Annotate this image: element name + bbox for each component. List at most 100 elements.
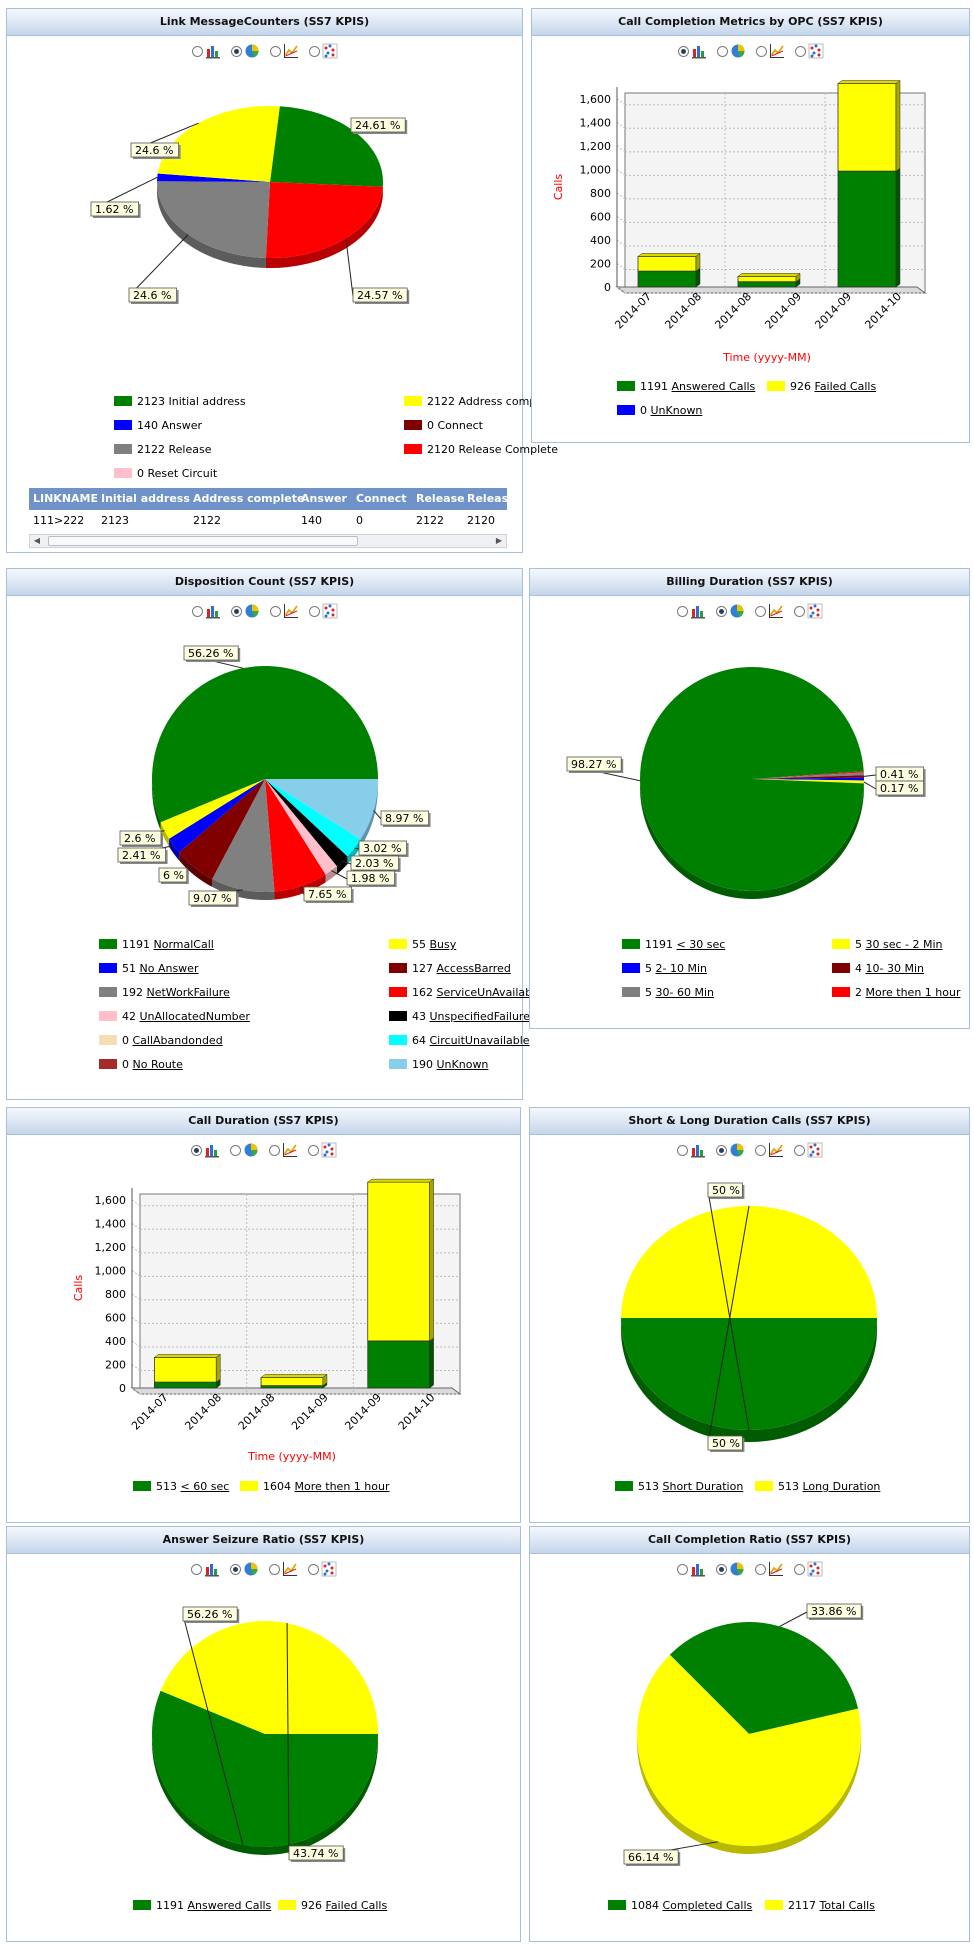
legend-item[interactable]: 2 More then 1 hour (832, 986, 960, 1000)
legend-item[interactable]: 43 UnspecifiedFailure (389, 1010, 530, 1024)
legend-item[interactable]: 0 No Route (99, 1058, 183, 1072)
legend-link[interactable]: UnKnown (436, 1058, 489, 1071)
radio-button[interactable] (308, 605, 320, 617)
chart-type-selector[interactable] (7, 1142, 520, 1162)
legend-item[interactable]: 2122 Address complete (404, 395, 557, 409)
legend-link[interactable]: Failed Calls (814, 380, 877, 393)
chart-type-option-pie[interactable] (715, 1561, 745, 1577)
legend-item[interactable]: 513 Long Duration (755, 1480, 880, 1494)
legend-link[interactable]: 2- 10 Min (655, 962, 707, 975)
legend-link[interactable]: < 30 sec (676, 938, 726, 951)
legend-item[interactable]: 1191 < 30 sec (622, 938, 725, 952)
legend-item[interactable]: 1604 More then 1 hour (240, 1480, 389, 1494)
radio-button[interactable] (715, 1563, 727, 1575)
radio-button[interactable] (754, 605, 766, 617)
chart-type-option-line[interactable] (268, 1561, 298, 1577)
legend-item[interactable]: 1191 Answered Calls (617, 380, 755, 394)
radio-button[interactable] (754, 1563, 766, 1575)
legend-item[interactable]: 0 UnKnown (617, 404, 702, 418)
legend-link[interactable]: Answered Calls (671, 380, 756, 393)
radio-button[interactable] (793, 1563, 805, 1575)
legend-item[interactable]: 64 CircuitUnavailable (389, 1034, 530, 1048)
legend-item[interactable]: 51 No Answer (99, 962, 198, 976)
radio-button[interactable] (715, 605, 727, 617)
radio-button[interactable] (716, 45, 728, 57)
legend-link[interactable]: 30- 60 Min (655, 986, 714, 999)
legend-link[interactable]: UnAllocatedNumber (139, 1010, 250, 1023)
legend-link[interactable]: 10- 30 Min (865, 962, 924, 975)
table-row[interactable]: 111>222 2123 2122 140 0 2122 2120 (29, 510, 507, 532)
grid-header-release[interactable]: Release (416, 492, 465, 505)
legend-item[interactable]: 4 10- 30 Min (832, 962, 924, 976)
chart-type-selector[interactable] (530, 1561, 969, 1581)
chart-type-selector[interactable] (530, 1142, 969, 1162)
chart-type-option-bar-3d[interactable] (190, 1142, 220, 1158)
legend-item[interactable]: 1084 Completed Calls (608, 1899, 752, 1913)
legend-link[interactable]: No Answer (139, 962, 199, 975)
radio-button[interactable] (755, 45, 767, 57)
chart-type-option-scatter[interactable] (308, 603, 338, 619)
radio-button[interactable] (754, 1144, 766, 1156)
chart-type-option-pie[interactable] (715, 1142, 745, 1158)
radio-button[interactable] (230, 45, 242, 57)
radio-button[interactable] (308, 45, 320, 57)
legend-link[interactable]: No Route (132, 1058, 183, 1071)
legend-link[interactable]: Failed Calls (325, 1899, 388, 1912)
legend-item[interactable]: 0 Connect (404, 419, 483, 433)
radio-button[interactable] (676, 1144, 688, 1156)
radio-button[interactable] (677, 45, 689, 57)
radio-button[interactable] (190, 1563, 202, 1575)
chart-type-option-pie[interactable] (230, 603, 260, 619)
chart-type-option-bar-3d[interactable] (676, 603, 706, 619)
chart-type-option-scatter[interactable] (307, 1561, 337, 1577)
legend-link[interactable]: Total Calls (819, 1899, 875, 1912)
chart-type-option-pie[interactable] (716, 43, 746, 59)
chart-type-option-pie[interactable] (230, 43, 260, 59)
horizontal-scrollbar[interactable]: ◀ ▶ (29, 534, 507, 548)
grid-header-linkname[interactable]: LINKNAME (33, 492, 99, 505)
chart-type-option-bar-3d[interactable] (676, 1561, 706, 1577)
legend-link[interactable]: Long Duration (802, 1480, 881, 1493)
chart-type-option-pie[interactable] (229, 1561, 259, 1577)
radio-button[interactable] (229, 1563, 241, 1575)
grid-header-connect[interactable]: Connect (356, 492, 407, 505)
chart-type-option-scatter[interactable] (308, 43, 338, 59)
legend-link[interactable]: More then 1 hour (865, 986, 961, 999)
legend-item[interactable]: 1191 NormalCall (99, 938, 214, 952)
legend-item[interactable]: 2120 Release Complete (404, 443, 558, 457)
scrollbar-thumb[interactable] (48, 536, 358, 546)
radio-button[interactable] (676, 1563, 688, 1575)
radio-button[interactable] (793, 1144, 805, 1156)
radio-button[interactable] (191, 605, 203, 617)
chart-type-option-line[interactable] (755, 43, 785, 59)
legend-link[interactable]: ServiceUnAvailability (436, 986, 553, 999)
legend-item[interactable]: 2117 Total Calls (765, 1899, 875, 1913)
legend-link[interactable]: Completed Calls (662, 1899, 753, 1912)
chart-type-option-scatter[interactable] (794, 43, 824, 59)
chart-type-selector[interactable] (7, 603, 522, 623)
chart-type-option-line[interactable] (754, 1561, 784, 1577)
legend-link[interactable]: UnspecifiedFailure (429, 1010, 530, 1023)
legend-item[interactable]: 513 < 60 sec (133, 1480, 229, 1494)
chart-type-selector[interactable] (532, 43, 969, 63)
legend-item[interactable]: 513 Short Duration (615, 1480, 743, 1494)
chart-type-option-bar-3d[interactable] (191, 43, 221, 59)
chart-type-option-scatter[interactable] (793, 1561, 823, 1577)
legend-link[interactable]: UnKnown (650, 404, 703, 417)
legend-item[interactable]: 190 UnKnown (389, 1058, 488, 1072)
chart-type-option-scatter[interactable] (793, 1142, 823, 1158)
legend-item[interactable]: 2123 Initial address (114, 395, 246, 409)
radio-button[interactable] (676, 605, 688, 617)
legend-item[interactable]: 42 UnAllocatedNumber (99, 1010, 250, 1024)
radio-button[interactable] (268, 1144, 280, 1156)
radio-button[interactable] (793, 605, 805, 617)
legend-item[interactable]: 1191 Answered Calls (133, 1899, 271, 1913)
radio-button[interactable] (230, 605, 242, 617)
chart-type-option-scatter[interactable] (793, 603, 823, 619)
radio-button[interactable] (715, 1144, 727, 1156)
legend-item[interactable]: 192 NetWorkFailure (99, 986, 230, 1000)
radio-button[interactable] (229, 1144, 241, 1156)
radio-button[interactable] (191, 45, 203, 57)
chart-type-selector[interactable] (7, 43, 522, 63)
legend-item[interactable]: 5 30- 60 Min (622, 986, 714, 1000)
